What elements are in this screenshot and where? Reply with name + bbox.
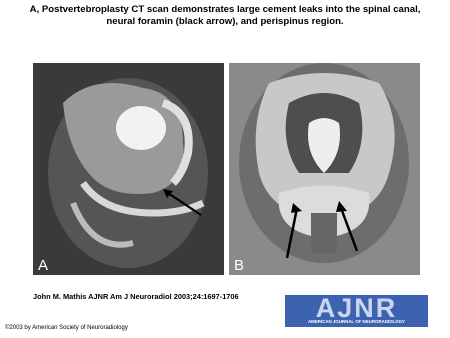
ct-image-a: A	[33, 63, 224, 275]
panel-label: A	[38, 257, 49, 274]
title: A, Postvertebroplasty CT scan demonstrat…	[29, 4, 421, 27]
ct-scan	[229, 63, 420, 275]
journal-logo: AJNR AMERICAN JOURNAL OF NEURORADIOLOGY	[285, 293, 428, 327]
ct-image-b: B	[229, 63, 420, 275]
citation: John M. Mathis AJNR Am J Neuroradiol 200…	[33, 292, 239, 301]
panel-label: B	[234, 257, 245, 274]
ct-scan	[33, 63, 224, 275]
logo-name: AJNR	[315, 293, 398, 323]
copyright: ©2003 by American Society of Neuroradiol…	[5, 325, 128, 331]
logo-subtitle: AMERICAN JOURNAL OF NEURORADIOLOGY	[307, 319, 405, 324]
